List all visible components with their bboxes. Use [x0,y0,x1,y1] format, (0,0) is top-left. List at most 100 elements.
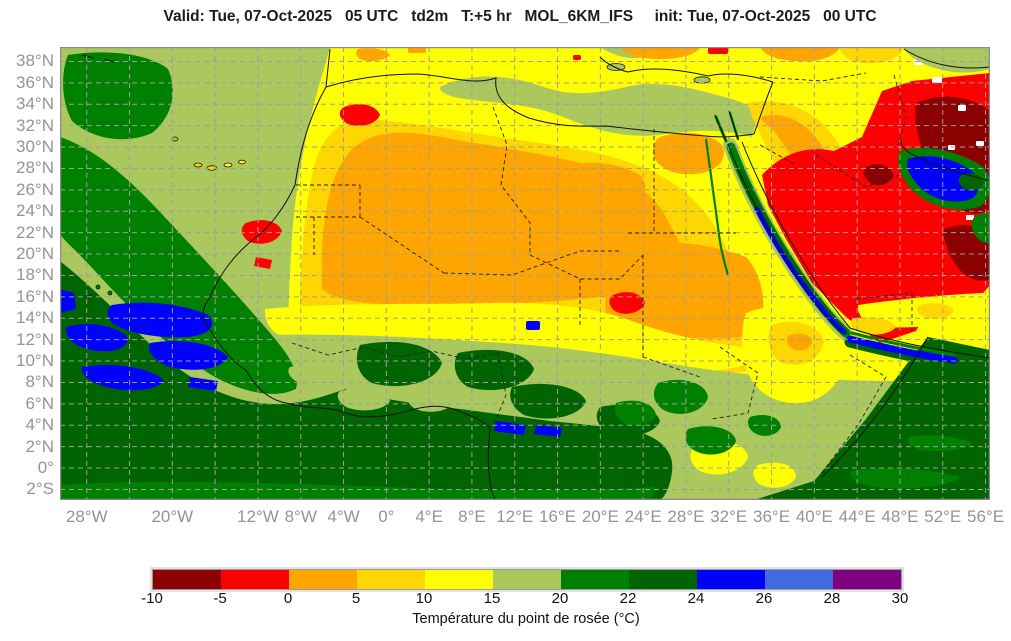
region-anatolia-orange [760,47,840,62]
region-spain-orange [355,48,390,62]
region-ethiopia-orange [787,333,812,351]
lon-tick-label: 32°E [710,507,748,526]
region-anatolia-gold [840,47,904,64]
lon-tick-label: 28°E [667,507,705,526]
lon-tick-label: 4°E [415,507,443,526]
lon-tick-label: 12°E [496,507,534,526]
plot-frame [60,47,990,500]
lat-tick-label: 26°N [16,179,54,199]
colorbar-tick-label: 0 [283,590,293,607]
lat-tick-label: 18°N [16,265,54,285]
region-ocean-green-streak [849,468,960,489]
colorbar-tick-label: 5 [351,590,361,607]
lon-tick-label: 48°E [881,507,919,526]
lon-tick-label: 24°E [624,507,662,526]
region-ssudan-green [653,379,708,414]
lon-tick-label: 16°E [539,507,577,526]
lon-tick-label: 56°E [967,507,1005,526]
map-canvas [60,47,990,500]
lat-tick-label: 24°N [16,201,54,221]
region-equator-green-strip [60,481,658,500]
lat-tick-label: 28°N [16,158,54,178]
colorbar-tick-label: 22 [619,590,637,607]
lat-tick-label: 20°N [16,244,54,264]
lat-tick-label: 2°N [25,436,54,456]
region-uganda-green [685,426,736,455]
region-mediterranean [439,76,757,137]
region-libya-orange-patch [556,162,646,212]
lon-tick-label: 8°W [284,507,317,526]
colorbar [150,567,904,592]
region-spain-orange-2 [408,47,426,53]
region-fills [60,47,990,500]
lon-tick-label: 12°W [237,507,279,526]
colorbar-segment [833,570,901,589]
map-plot [60,47,990,500]
region-red-sea [714,111,853,341]
colorbar-segment [765,570,833,589]
lat-tick-label: 12°N [16,329,54,349]
region-atlantic-blue-patches [60,289,562,437]
lat-tick-label: 22°N [16,222,54,242]
lat-tick-label: 0° [37,458,54,478]
lat-tick-label: 36°N [16,72,54,92]
region-guinea-olive-pocket [337,388,390,411]
lat-tick-label: 34°N [16,94,54,114]
region-azores-green [63,52,173,140]
lat-tick-label: 16°N [16,286,54,306]
lat-tick-label: 14°N [16,308,54,328]
country-borders [291,72,913,476]
region-kenya-yellow-2 [753,462,796,488]
colorbar-tick-label: 10 [415,590,433,607]
colorbar-tick-label: 15 [483,590,501,607]
lon-tick-label: 44°E [838,507,876,526]
colorbar-segment [425,570,493,589]
colorbar-segment [697,570,765,589]
colorbar-segment [289,570,357,589]
coastlines [202,48,990,500]
lon-tick-label: 4°W [327,507,360,526]
colorbar-tick-label: -5 [213,590,227,607]
lon-tick-label: 20°E [581,507,619,526]
region-nile-valley [704,138,730,276]
lat-tick-label: 2°S [26,479,54,499]
colorbar-segment [629,570,697,589]
lon-tick-label: 28°W [65,507,108,526]
colorbar-tick-label: -10 [141,590,163,607]
colorbar-segment [561,570,629,589]
region-atlantic-green [60,137,298,394]
lat-tick-label: 38°N [16,51,54,71]
region-niger-darkgreen [454,349,534,391]
region-southwest-darkgreen [60,261,673,500]
colorbar-segment [357,570,425,589]
colorbar-tick-label: 26 [755,590,773,607]
colorbar-tick-label: 28 [823,590,841,607]
lat-tick-label: 8°N [25,372,54,392]
region-nigeria-darkgreen [510,383,586,419]
lon-tick-label: 36°E [753,507,791,526]
region-congo-green [614,400,656,426]
lon-tick-label: 8°E [458,507,486,526]
lon-tick-label: 52°E [924,507,962,526]
lat-tick-label: 4°N [25,415,54,435]
region-senegal-olive-pocket [288,364,328,384]
colorbar-segment [493,570,561,589]
lon-tick-label: 20°W [151,507,194,526]
lon-tick-label: 40°E [795,507,833,526]
region-turkey-orange [620,47,700,59]
map-title: Valid: Tue, 07-Oct-2025 05 UTC td2m T:+5… [163,8,877,25]
colorbar-tick-label: 20 [551,590,569,607]
region-south-arabia-gold [917,303,954,319]
lon-tick-label: 0° [378,507,395,526]
region-sahel-yellow [264,302,749,373]
colorbar-segment [221,570,289,589]
lat-tick-label: 30°N [16,137,54,157]
colorbar-segment [153,570,221,589]
colorbar-tick-label: 24 [687,590,705,607]
region-indian-ocean [754,337,990,500]
grid-lines [60,47,990,500]
colorbar-caption: Température du point de rosée (°C) [412,611,640,627]
lat-tick-label: 6°N [25,393,54,413]
region-caspian [904,47,990,73]
lat-tick-label: 10°N [16,351,54,371]
